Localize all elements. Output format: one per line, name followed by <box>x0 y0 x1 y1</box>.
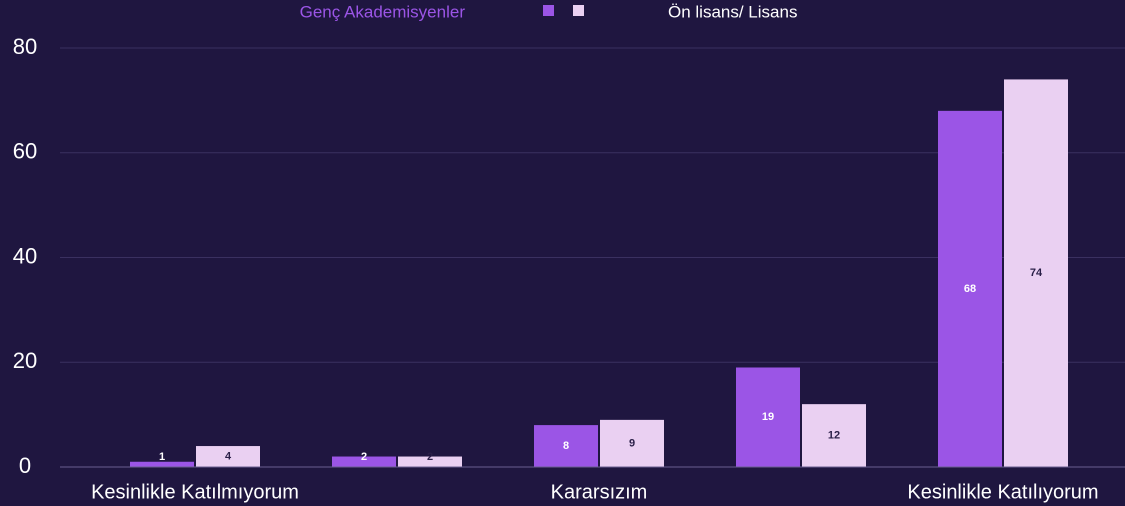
bar <box>398 456 462 467</box>
y-tick-label: 0 <box>19 453 31 478</box>
y-tick-label: 80 <box>13 34 37 59</box>
data-label: 19 <box>762 411 774 423</box>
data-label: 4 <box>225 450 232 462</box>
data-label: 74 <box>1030 267 1043 279</box>
bar <box>600 419 664 467</box>
bar <box>332 456 396 467</box>
bar <box>802 404 866 467</box>
data-label: 1 <box>159 451 165 463</box>
bar <box>1004 79 1068 468</box>
legend-label: Ön lisans/ Lisans <box>668 2 797 21</box>
legend-label: Genç Akademisyenler <box>300 2 466 21</box>
x-tick-label: Kararsızım <box>551 481 648 503</box>
data-label: 2 <box>427 451 433 463</box>
x-tick-label: Kesinlikle Katılıyorum <box>907 481 1098 503</box>
x-tick-label: Kesinlikle Katılmıyorum <box>91 481 299 503</box>
bar <box>534 425 598 467</box>
y-tick-label: 20 <box>13 348 37 373</box>
data-label: 2 <box>361 451 367 463</box>
bar <box>938 110 1002 467</box>
data-label: 12 <box>828 429 840 441</box>
data-label: 68 <box>964 283 976 295</box>
bar <box>736 367 800 467</box>
bar <box>196 446 260 467</box>
data-label: 9 <box>629 437 635 449</box>
y-tick-label: 60 <box>13 139 37 164</box>
y-tick-label: 40 <box>13 243 37 268</box>
bar <box>130 461 194 467</box>
data-label: 8 <box>563 440 569 452</box>
legend-swatch <box>543 5 554 16</box>
legend-swatch <box>573 5 584 16</box>
